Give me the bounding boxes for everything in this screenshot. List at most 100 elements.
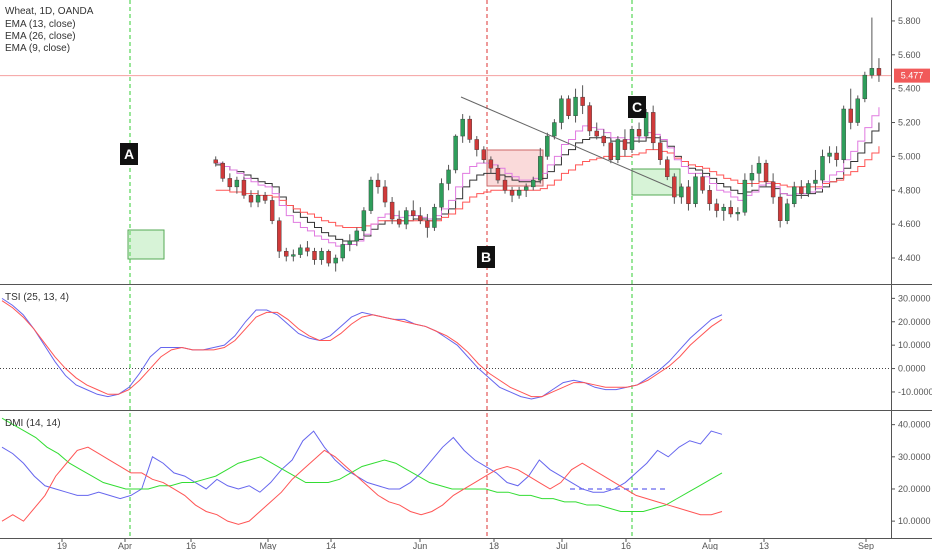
box-a — [127, 229, 165, 260]
ema13-legend: EMA (13, close) — [5, 19, 76, 30]
candle-body — [404, 210, 409, 225]
candle-body — [213, 159, 218, 164]
candle-body — [460, 118, 465, 137]
candle-body — [608, 142, 614, 160]
candle-body — [770, 181, 776, 198]
candle-body — [700, 176, 705, 191]
candle-body — [312, 251, 317, 260]
time-tick-label: 14 — [326, 541, 336, 550]
candle-body — [538, 156, 543, 181]
candle-body — [531, 179, 536, 188]
candle-body — [820, 156, 825, 181]
candle-body — [749, 173, 755, 181]
tsi-tick-label: 0.0000 — [898, 364, 926, 374]
candle-body — [255, 195, 261, 203]
time-tick-label: 18 — [489, 541, 499, 550]
candle-body — [453, 135, 458, 171]
tsi-series — [1, 300, 723, 398]
candle-body — [735, 212, 741, 215]
candle-body — [277, 220, 282, 252]
dmi-tick-label: 10.0000 — [898, 516, 931, 526]
marker-b-label: B — [481, 249, 491, 265]
candle-body — [467, 118, 472, 140]
candle-body — [672, 176, 677, 198]
candle-body — [742, 179, 748, 213]
box-c — [631, 168, 681, 196]
dmi-tick-label: 40.0000 — [898, 420, 931, 430]
candle-body — [869, 68, 875, 76]
candle-body — [587, 105, 592, 132]
price-tick-label: 4.800 — [898, 185, 921, 195]
candle-body — [516, 190, 522, 196]
time-tick-label: 16 — [621, 541, 631, 550]
price-tick-label: 5.200 — [898, 118, 921, 128]
price-tick-label: 5.000 — [898, 151, 921, 161]
candles — [213, 17, 882, 272]
candle-body — [432, 206, 437, 228]
ema26-legend: EMA (26, close) — [5, 31, 76, 42]
candle-body — [714, 203, 719, 211]
candle-body — [474, 139, 479, 150]
marker-c: C — [628, 96, 646, 118]
dmi-tick-label: 30.0000 — [898, 452, 931, 462]
candle-body — [792, 186, 797, 205]
candle-body — [862, 74, 868, 100]
dmi-lines — [1, 417, 723, 525]
candle-body — [333, 257, 338, 264]
tsi-tick-label: 20.0000 — [898, 317, 931, 327]
time-tick-label: Jun — [413, 541, 428, 550]
event-lines — [129, 0, 633, 538]
candle-body — [368, 179, 374, 211]
time-tick-label: 13 — [759, 541, 769, 550]
time-tick-label: Aug — [702, 541, 718, 550]
candle-body — [227, 178, 233, 188]
candle-body — [262, 195, 268, 201]
last-price-value: 5.477 — [901, 71, 924, 81]
dmi-series — [1, 417, 723, 512]
candle-body — [601, 135, 606, 144]
candle-body — [580, 96, 585, 106]
candle-body — [799, 186, 804, 194]
candle-body — [248, 195, 254, 203]
candle-body — [834, 152, 839, 160]
candle-body — [234, 179, 240, 188]
price-tick-label: 5.600 — [898, 50, 921, 60]
candle-body — [679, 186, 684, 198]
tsi-tick-label: 30.0000 — [898, 293, 931, 303]
dmi-series — [1, 446, 723, 525]
candle-body — [354, 230, 360, 242]
candle-body — [686, 186, 691, 205]
candle-body — [855, 98, 860, 123]
candle-body — [622, 139, 628, 150]
candle-body — [481, 149, 487, 160]
candle-body — [340, 244, 345, 259]
candle-body — [827, 152, 832, 157]
candle-body — [785, 203, 790, 221]
ema9-legend: EMA (9, close) — [5, 43, 70, 54]
tsi-legend: TSI (25, 13, 4) — [5, 292, 69, 303]
grid-lines — [0, 75, 891, 370]
candle-body — [552, 122, 557, 137]
time-tick-label: Apr — [118, 541, 132, 550]
candle-body — [756, 162, 762, 174]
candle-body — [728, 206, 733, 215]
candle-body — [806, 183, 811, 194]
candle-body — [763, 162, 769, 182]
tsi-tick-label: 10.0000 — [898, 340, 931, 350]
trendline — [460, 96, 673, 189]
candle-body — [573, 96, 578, 116]
candle-body — [658, 142, 663, 160]
marker-c-label: C — [632, 99, 642, 115]
time-tick-label: Jul — [556, 541, 568, 550]
candle-body — [777, 196, 783, 221]
candle-body — [841, 108, 846, 160]
candle-body — [523, 186, 529, 191]
price-tick-label: 4.400 — [898, 253, 921, 263]
candle-body — [418, 215, 423, 221]
candle-body — [382, 186, 388, 203]
marker-b: B — [477, 246, 495, 268]
candle-body — [488, 159, 494, 169]
dmi-tick-label: 20.0000 — [898, 484, 931, 494]
